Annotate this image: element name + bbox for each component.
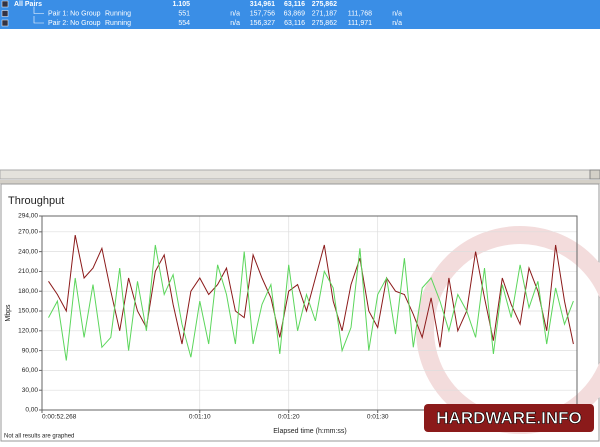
scrollbar[interactable]	[0, 169, 600, 180]
x-tick-label: 0:00:52.268	[42, 414, 77, 421]
x-tick-label: 0:01:10	[189, 414, 211, 421]
row-cell: n/a	[230, 20, 240, 27]
y-tick-label: 150,00	[18, 308, 38, 315]
row-cell: 111,768	[348, 10, 372, 17]
row-cell: 554	[178, 20, 190, 27]
y-tick-label: 180,00	[18, 288, 38, 295]
splitter	[0, 180, 600, 184]
row-name: Pair 1: No Group	[48, 10, 101, 17]
y-tick-label: 60,00	[22, 367, 39, 374]
row-cell: 314,961	[250, 1, 275, 8]
y-tick-label: 90,00	[22, 347, 39, 354]
row-cell: 275,862	[312, 1, 337, 8]
row-cell: 1.105	[172, 1, 190, 8]
row-cell: 157,756	[250, 10, 275, 17]
row-cell: n/a	[230, 10, 240, 17]
row-cell: n/a	[392, 20, 402, 27]
x-tick-label: 0:01:30	[367, 414, 389, 421]
table-panel	[0, 0, 600, 180]
row-cell: 275,862	[312, 20, 337, 27]
plot-area	[41, 215, 578, 411]
y-tick-label: 120,00	[18, 328, 38, 335]
row-cell: 156,327	[250, 20, 275, 27]
row-cell: 63,869	[284, 10, 306, 17]
chart-panel	[0, 183, 600, 442]
series-line	[48, 244, 574, 361]
tree-line	[33, 6, 44, 14]
y-tick-label: 294,00	[18, 213, 38, 220]
row-cell: 111,971	[348, 20, 372, 27]
row-name: Pair 2: No Group	[48, 20, 101, 27]
series-line	[48, 234, 574, 348]
row-status: Running	[105, 10, 131, 17]
y-axis-label: Mbps	[5, 304, 12, 322]
y-tick-label: 210,00	[18, 268, 38, 275]
row-cell: 551	[178, 10, 190, 17]
x-tick-label: 0:01:20	[278, 414, 300, 421]
scroll-arrow[interactable]	[589, 169, 600, 180]
x-axis-label: Elapsed time (h:mm:ss)	[273, 428, 347, 435]
row-name: All Pairs	[14, 1, 42, 8]
logo	[424, 404, 594, 432]
row-icon	[1, 19, 9, 27]
tree-line	[33, 16, 44, 24]
row-cell: 63,116	[284, 20, 305, 27]
footer-note: Not all results are graphed	[4, 434, 74, 440]
row-icon	[1, 0, 9, 8]
y-tick-label: 0,00	[25, 407, 38, 414]
y-tick-label: 240,00	[18, 248, 38, 255]
row-cell: 63,116	[284, 1, 305, 8]
y-tick-label: 270,00	[18, 229, 38, 236]
chart-title: Throughput	[8, 195, 64, 207]
row-cell: n/a	[392, 10, 402, 17]
selection	[0, 0, 600, 29]
y-tick-label: 30,00	[22, 387, 39, 394]
watermark: HARDWARE.INFO	[436, 408, 581, 427]
row-status: Running	[105, 20, 131, 27]
row-icon	[1, 10, 9, 17]
row-cell: 271,187	[312, 10, 337, 17]
